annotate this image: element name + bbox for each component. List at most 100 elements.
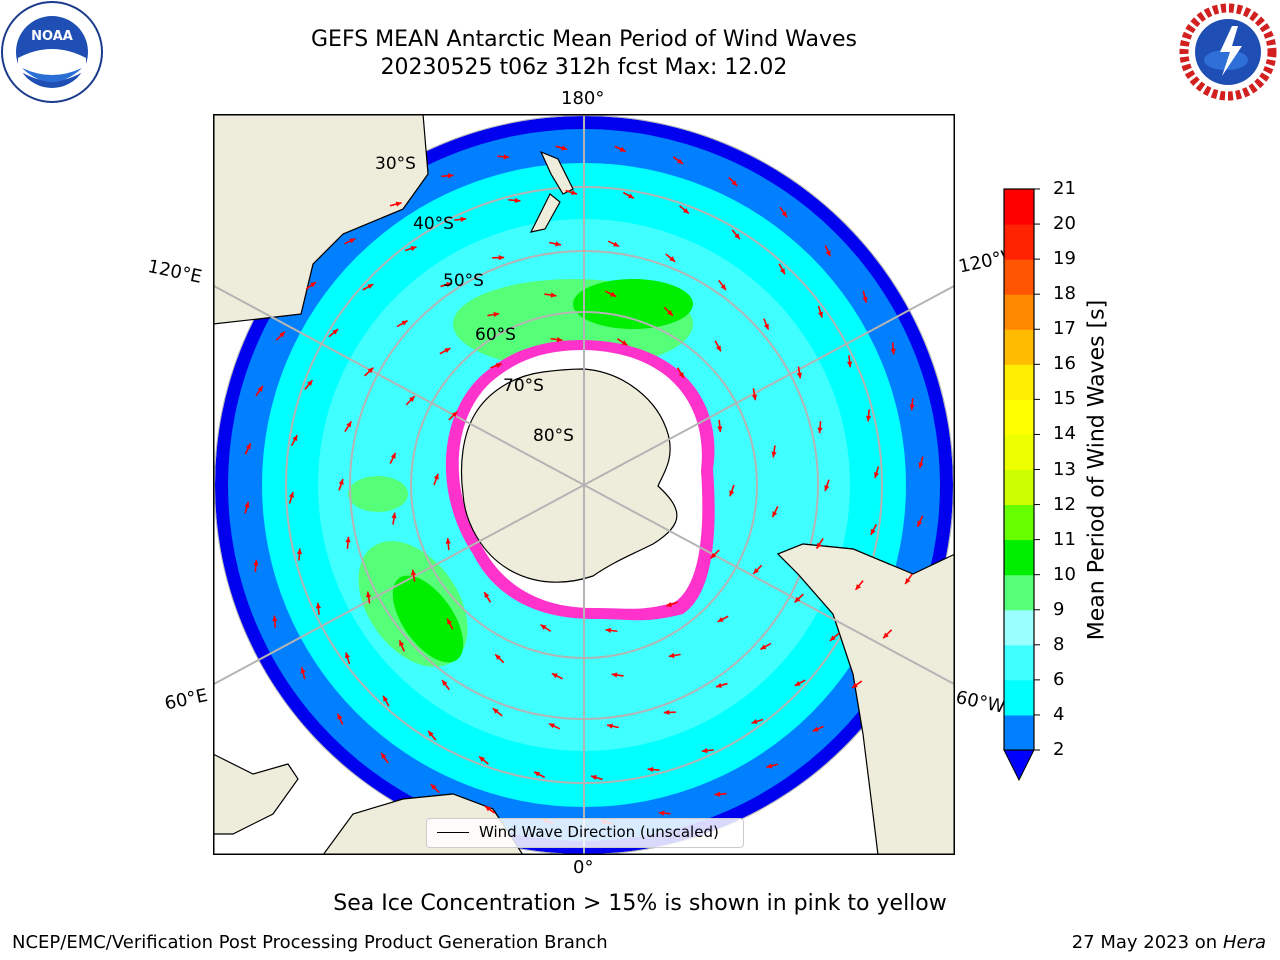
wind-arrow-head xyxy=(495,654,501,660)
wind-arrow-head xyxy=(818,311,823,318)
wind-arrow-head xyxy=(550,292,557,298)
wind-arrow-head xyxy=(349,238,356,244)
wind-arrow-head xyxy=(753,568,759,574)
wind-arrow-head xyxy=(590,775,597,781)
wind-arrow-head xyxy=(300,667,306,674)
wind-arrow-head xyxy=(812,726,819,732)
wind-arrow-head xyxy=(561,145,568,151)
wind-arrow-head xyxy=(729,490,735,497)
wind-arrow-head xyxy=(395,201,402,207)
colorbar-tick-label: 10 xyxy=(1053,563,1076,585)
colorbar-band xyxy=(1004,294,1034,330)
wind-arrow-head xyxy=(367,284,374,290)
wind-arrow-head xyxy=(605,627,612,634)
wind-arrow-head xyxy=(870,528,876,535)
lon-label-0: 0° xyxy=(573,857,594,878)
green-patch-west-small xyxy=(348,476,408,512)
wind-arrow-head xyxy=(383,695,389,702)
lon-label-120e: 120°E xyxy=(145,256,204,288)
wind-arrow-head xyxy=(847,361,853,368)
wind-arrow-head xyxy=(766,763,773,769)
wind-arrow-head xyxy=(701,748,708,754)
wind-arrow-head xyxy=(460,216,467,222)
wind-arrow-head xyxy=(824,485,830,492)
wind-arrow-head xyxy=(874,472,880,479)
wind-arrow-head xyxy=(445,538,451,544)
wind-arrow-head xyxy=(514,197,521,204)
madagascar-corner xyxy=(213,753,299,835)
map-legend: Wind Wave Direction (unscaled) xyxy=(426,818,744,848)
wind-arrow-head xyxy=(381,752,387,759)
wind-arrow-head xyxy=(817,427,823,434)
colorbar-band xyxy=(1004,224,1034,260)
colorbar-band xyxy=(1004,399,1034,435)
colorbar-label: Mean Period of Wind Waves [s] xyxy=(1084,299,1110,641)
wind-arrow-head xyxy=(307,380,313,386)
wind-arrow-head xyxy=(760,644,767,650)
wind-arrow-head xyxy=(257,385,263,392)
wind-arrow-head xyxy=(391,512,397,519)
wind-arrow-head xyxy=(292,435,298,442)
wind-arrow-head xyxy=(503,154,510,160)
wind-arrow-head xyxy=(816,542,822,549)
colorbar-band xyxy=(1004,539,1034,576)
new-zealand-south xyxy=(529,193,561,233)
wind-arrow-head xyxy=(410,569,417,576)
wind-arrow-head xyxy=(851,682,858,688)
wind-arrow-head xyxy=(720,284,726,291)
colorbar-tick-label: 16 xyxy=(1053,353,1076,375)
wind-arrow-head xyxy=(627,193,634,199)
wind-arrow-head xyxy=(310,282,317,288)
wind-arrow-head xyxy=(367,367,374,374)
chart-subtitle: 20230525 t06z 312h fcst Max: 12.02 xyxy=(380,55,788,80)
colorbar-band xyxy=(1004,329,1034,365)
wind-arrow-head xyxy=(410,246,417,251)
colorbar-tick-label: 6 xyxy=(1053,668,1065,690)
wind-arrow-head xyxy=(909,404,915,411)
wind-arrow-head xyxy=(890,348,896,355)
wind-arrow-head xyxy=(534,771,541,777)
lon-label-60e: 60°E xyxy=(162,685,210,715)
wind-arrow-head xyxy=(678,371,684,378)
wind-arrow-head xyxy=(492,708,499,714)
wind-arrow-head xyxy=(779,268,785,275)
wind-arrow-head xyxy=(484,806,491,812)
colorbar-tick-label: 4 xyxy=(1053,703,1065,725)
green-patch-west-strong xyxy=(392,575,464,663)
colorbar-band xyxy=(1004,364,1034,400)
wind-arrow-head xyxy=(571,189,578,195)
wind-arrow-head xyxy=(731,180,738,186)
wind-arrow-head xyxy=(855,584,861,590)
lat-label-30s: 30°S xyxy=(375,154,416,174)
wind-arrow-head xyxy=(613,241,620,247)
wind-arrow-head xyxy=(332,329,339,335)
wind-arrow-head xyxy=(734,233,740,240)
lat-label-50s: 50°S xyxy=(443,271,484,291)
colorbar-tick-label: 15 xyxy=(1053,388,1076,410)
wind-arrow-head xyxy=(829,635,836,641)
wind-arrow-head xyxy=(399,640,405,647)
green-patch-north-strong xyxy=(573,279,693,329)
wind-arrow-head xyxy=(495,363,502,369)
colorbar-tick-label: 13 xyxy=(1053,458,1076,480)
wind-arrow-head xyxy=(540,624,547,630)
wind-arrow-head xyxy=(771,451,777,458)
wind-arrow-head xyxy=(825,250,831,257)
wind-arrow-head xyxy=(409,396,415,402)
lat-label-70s: 70°S xyxy=(503,376,544,396)
colorbar-tick-label: 12 xyxy=(1053,493,1076,515)
wind-arrow-head xyxy=(668,652,675,659)
wind-arrow-head xyxy=(551,673,558,679)
colorbar-extend-arrow xyxy=(1003,749,1035,782)
wind-arrow-head xyxy=(365,591,372,598)
wind-arrow-head xyxy=(715,682,722,688)
wind-arrow-head xyxy=(253,559,259,566)
colorbar xyxy=(1003,188,1040,782)
wind-arrow-head xyxy=(245,443,251,450)
colorbar-band xyxy=(1004,644,1034,681)
colorbar-band xyxy=(1004,259,1034,295)
colorbar-tick-label: 9 xyxy=(1053,598,1065,620)
wind-arrow-head xyxy=(346,421,352,428)
wind-arrow-head xyxy=(715,345,721,352)
sea-ice-note: Sea Ice Concentration > 15% is shown in … xyxy=(333,891,947,916)
